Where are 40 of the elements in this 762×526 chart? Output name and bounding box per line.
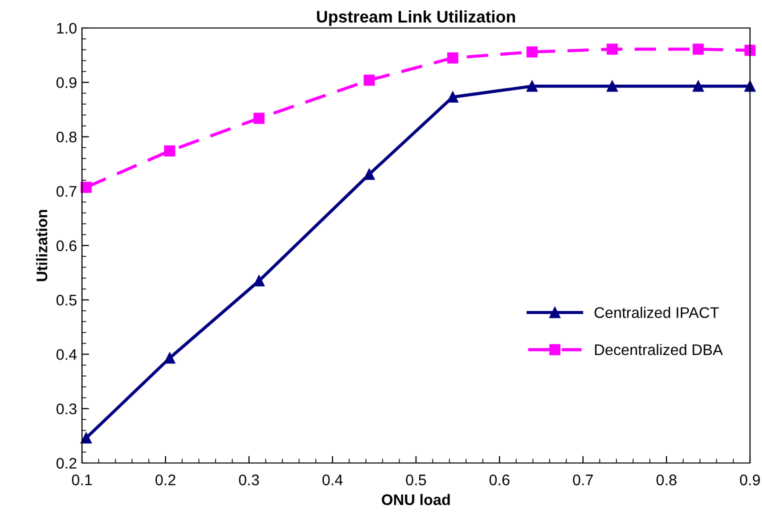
x-tick-label: 0.8 xyxy=(656,474,676,486)
point xyxy=(164,145,176,156)
y-tick-label: 0.3 xyxy=(56,403,76,414)
point xyxy=(606,80,618,92)
x-tick-label: 0.3 xyxy=(238,474,259,486)
chart-title: Upstream Link Utilization xyxy=(316,10,515,26)
point xyxy=(744,44,756,56)
point xyxy=(164,352,176,364)
x-tick-label: 0.1 xyxy=(72,474,92,486)
y-tick-label: 0.7 xyxy=(56,186,76,197)
point xyxy=(364,168,375,180)
x-tick-label: 0.4 xyxy=(322,474,343,486)
x-tick-label: 0.6 xyxy=(489,474,510,486)
point xyxy=(447,92,458,103)
y-tick-label: 0.6 xyxy=(56,240,76,252)
legend-label: Centralized IPACT xyxy=(594,306,719,318)
x-tick-label: 0.9 xyxy=(740,474,760,486)
point xyxy=(253,112,265,124)
point xyxy=(606,44,618,55)
point xyxy=(526,46,538,58)
y-tick-label: 0.5 xyxy=(56,294,76,306)
point xyxy=(692,80,704,92)
y-tick-label: 0.4 xyxy=(56,349,77,360)
y-tick-label: 0.8 xyxy=(56,132,76,142)
y-tick-label: 0.9 xyxy=(56,77,76,88)
point xyxy=(692,44,704,55)
y-axis-title: Utilization xyxy=(36,210,48,282)
x-tick-label: 0.5 xyxy=(406,474,426,486)
legend-label: Decentralized DBA xyxy=(595,344,723,356)
point xyxy=(80,432,92,444)
point xyxy=(526,80,538,92)
point xyxy=(253,275,265,286)
y-tick-label: 0.2 xyxy=(56,458,76,469)
point xyxy=(80,182,92,193)
point xyxy=(447,52,458,64)
point xyxy=(364,74,375,86)
x-tick-label: 0.7 xyxy=(572,474,593,486)
x-tick-label: 0.2 xyxy=(155,474,176,486)
y-tick-label: 1.0 xyxy=(57,22,77,34)
x-axis-title: ONU load xyxy=(382,494,450,506)
